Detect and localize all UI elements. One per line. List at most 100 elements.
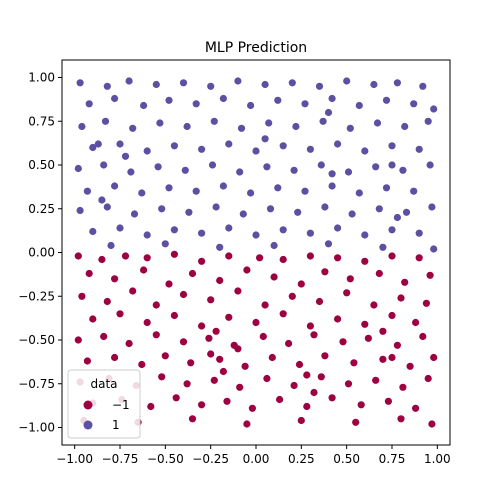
point-series-0-73 xyxy=(187,359,195,367)
point-series-0-7 xyxy=(256,254,264,262)
y-tick-label: −0.25 xyxy=(18,289,55,303)
point-series-0-70 xyxy=(111,353,119,362)
y-tick-label: 0.75 xyxy=(28,114,55,128)
point-series-1-12 xyxy=(393,79,401,87)
point-series-1-102 xyxy=(252,231,260,239)
point-series-1-76 xyxy=(274,184,282,192)
point-series-0-24 xyxy=(346,275,354,283)
point-series-1-63 xyxy=(290,166,298,174)
point-series-1-28 xyxy=(78,122,86,131)
point-series-0-22 xyxy=(297,280,305,288)
point-series-0-108 xyxy=(384,397,392,405)
chart-title: MLP Prediction xyxy=(205,40,307,56)
point-series-1-92 xyxy=(348,210,356,218)
point-series-0-93 xyxy=(344,380,353,388)
point-series-1-107 xyxy=(388,226,396,234)
legend-label-0: −1 xyxy=(112,398,130,412)
point-series-1-3 xyxy=(152,80,160,89)
legend: data −11 xyxy=(67,369,141,439)
point-series-1-50 xyxy=(306,145,314,153)
point-series-1-91 xyxy=(321,203,329,211)
point-series-0-33 xyxy=(207,296,215,304)
point-series-0-18 xyxy=(188,269,197,278)
point-series-0-65 xyxy=(339,338,347,346)
point-series-1-65 xyxy=(344,168,353,176)
point-series-0-51 xyxy=(334,315,342,323)
point-series-0-95 xyxy=(399,383,407,391)
point-series-1-78 xyxy=(328,182,336,190)
y-tick-label: −0.75 xyxy=(18,377,55,391)
point-series-0-123 xyxy=(310,388,318,397)
y-axis: −1.00 −0.75 −0.50 −0.25 0.00 0.25 0.50 0.75 1.00 xyxy=(18,71,62,435)
point-series-0-80 xyxy=(379,355,387,363)
point-series-1-113 xyxy=(324,240,333,248)
point-series-1-98 xyxy=(143,231,151,239)
legend-entries: −11 xyxy=(83,398,130,432)
point-series-1-53 xyxy=(388,142,396,150)
point-series-1-86 xyxy=(185,208,193,216)
point-series-1-36 xyxy=(292,122,300,131)
point-series-0-82 xyxy=(430,353,438,362)
point-series-1-1 xyxy=(103,82,111,90)
point-series-1-56 xyxy=(100,161,108,169)
point-series-0-15 xyxy=(111,275,119,283)
point-series-0-41 xyxy=(422,299,430,307)
point-series-1-60 xyxy=(208,161,217,169)
point-series-0-78 xyxy=(321,352,329,360)
point-series-0-67 xyxy=(393,341,401,349)
point-series-1-118 xyxy=(121,152,130,160)
point-series-0-56 xyxy=(100,332,108,341)
y-tick-label: 0.25 xyxy=(28,202,55,216)
point-series-0-37 xyxy=(315,297,324,306)
point-series-0-114 xyxy=(297,416,305,425)
point-series-0-12 xyxy=(388,252,396,260)
point-series-1-115 xyxy=(430,245,438,253)
point-series-0-26 xyxy=(401,278,409,286)
point-series-1-51 xyxy=(334,140,342,148)
point-series-0-87 xyxy=(183,380,191,388)
point-series-0-36 xyxy=(288,292,296,300)
point-series-1-7 xyxy=(261,80,269,89)
point-series-1-71 xyxy=(138,189,146,197)
point-series-1-120 xyxy=(324,108,333,117)
point-series-1-25 xyxy=(382,96,391,104)
x-tick-label: 0.75 xyxy=(379,452,406,466)
point-series-1-35 xyxy=(265,119,273,127)
x-tick-label: 0.50 xyxy=(333,452,360,466)
point-series-0-54 xyxy=(412,318,420,327)
point-series-0-77 xyxy=(295,360,304,369)
point-series-1-117 xyxy=(98,196,106,204)
point-series-1-23 xyxy=(328,94,336,103)
points-layer xyxy=(74,77,438,428)
point-series-1-66 xyxy=(372,163,380,171)
point-series-0-50 xyxy=(306,322,314,330)
point-series-1-81 xyxy=(410,187,418,195)
point-series-0-57 xyxy=(125,339,133,348)
point-series-1-74 xyxy=(219,182,227,190)
point-series-0-88 xyxy=(210,376,218,384)
point-series-0-48 xyxy=(252,318,260,327)
point-series-1-110 xyxy=(161,240,169,248)
point-series-0-120 xyxy=(234,345,242,353)
point-series-1-83 xyxy=(103,203,111,211)
point-series-1-70 xyxy=(111,182,119,190)
point-series-0-30 xyxy=(129,287,137,295)
x-axis: −1.00 −0.75 −0.50 −0.25 0.00 0.25 0.50 0.75 1.00 xyxy=(56,445,451,466)
point-series-1-95 xyxy=(428,203,436,211)
point-series-1-26 xyxy=(410,100,418,108)
y-tick-label: 0.50 xyxy=(28,158,55,172)
point-series-0-23 xyxy=(321,268,329,276)
point-series-1-104 xyxy=(306,229,314,237)
x-tick-label: −1.00 xyxy=(56,452,93,466)
point-series-0-31 xyxy=(152,301,160,309)
point-series-1-61 xyxy=(236,168,244,176)
point-series-1-106 xyxy=(361,231,369,239)
point-series-1-75 xyxy=(247,189,255,197)
point-series-1-22 xyxy=(301,100,309,108)
point-series-1-111 xyxy=(216,243,224,251)
point-series-0-89 xyxy=(236,383,244,391)
point-series-0-59 xyxy=(179,338,188,346)
point-series-1-79 xyxy=(355,189,363,197)
point-series-0-4 xyxy=(170,250,178,258)
point-series-0-20 xyxy=(243,266,251,274)
